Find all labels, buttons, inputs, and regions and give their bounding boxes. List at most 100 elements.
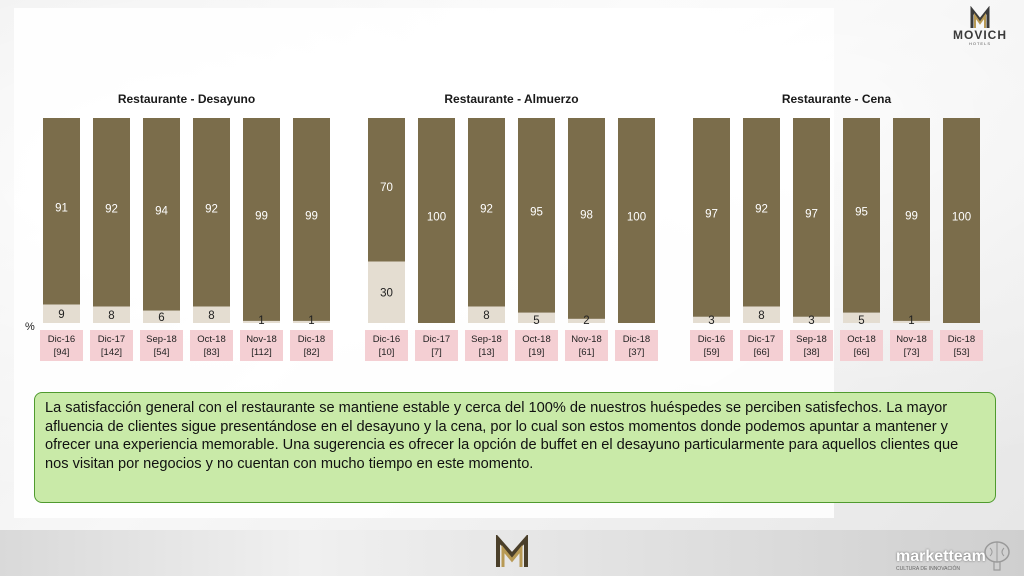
data-label-satisfied: 92 bbox=[480, 204, 493, 216]
category-box bbox=[190, 330, 233, 361]
sample-size-label: [73] bbox=[904, 347, 920, 358]
bar-satisfied bbox=[943, 118, 980, 323]
category-box bbox=[240, 330, 283, 361]
summary-text: La satisfacción general con el restauran… bbox=[45, 400, 959, 472]
data-label-dissatisfied: 5 bbox=[858, 315, 864, 327]
sample-size-label: [37] bbox=[629, 347, 645, 358]
data-label-satisfied: 100 bbox=[427, 211, 446, 223]
category-label: Sep-18 bbox=[796, 334, 827, 345]
data-label-dissatisfied: 30 bbox=[380, 287, 393, 299]
data-label-dissatisfied: 8 bbox=[108, 310, 114, 322]
sample-size-label: [19] bbox=[529, 347, 545, 358]
marketteam-tagline: CULTURA DE INNOVACIÓN bbox=[896, 566, 960, 572]
sample-size-label: [61] bbox=[579, 347, 595, 358]
bar-satisfied bbox=[468, 118, 505, 307]
bar-satisfied bbox=[93, 118, 130, 307]
sample-size-label: [7] bbox=[431, 347, 442, 358]
category-box bbox=[840, 330, 883, 361]
category-label: Dic-18 bbox=[623, 334, 650, 345]
category-label: Oct-18 bbox=[847, 334, 876, 345]
bar-satisfied bbox=[568, 118, 605, 319]
category-label: Oct-18 bbox=[522, 334, 551, 345]
data-label-satisfied: 92 bbox=[105, 204, 118, 216]
data-label-dissatisfied: 3 bbox=[808, 315, 814, 327]
data-label-satisfied: 70 bbox=[380, 182, 393, 194]
category-label: Sep-18 bbox=[471, 334, 502, 345]
stacked-bar-charts: Restaurante - Desayuno 91 9 Dic-16 [94] 92 8 Di… bbox=[25, 92, 983, 361]
marketteam-name: marketteam bbox=[896, 548, 986, 565]
category-box bbox=[690, 330, 733, 361]
bar-dissatisfied bbox=[368, 261, 405, 323]
sample-size-label: [82] bbox=[304, 347, 320, 358]
sample-size-label: [38] bbox=[804, 347, 820, 358]
movich-logo: MOVICH HOTELS bbox=[944, 5, 1016, 50]
bar-dissatisfied bbox=[693, 316, 730, 323]
bar-satisfied bbox=[693, 118, 730, 317]
data-label-satisfied: 99 bbox=[905, 210, 918, 222]
bar-satisfied bbox=[518, 118, 555, 313]
data-label-dissatisfied: 3 bbox=[708, 315, 714, 327]
data-label-satisfied: 99 bbox=[255, 210, 268, 222]
category-box bbox=[515, 330, 558, 361]
brain-icon bbox=[982, 538, 1012, 572]
category-label: Dic-16 bbox=[698, 334, 725, 345]
bar-satisfied bbox=[143, 118, 180, 311]
data-label-satisfied: 97 bbox=[805, 208, 818, 220]
data-label-dissatisfied: 1 bbox=[308, 315, 314, 327]
chart-title: Restaurante - Desayuno bbox=[118, 92, 255, 106]
category-box bbox=[465, 330, 508, 361]
data-label-satisfied: 97 bbox=[705, 208, 718, 220]
bar-dissatisfied bbox=[193, 306, 230, 323]
data-label-dissatisfied: 5 bbox=[533, 315, 539, 327]
sample-size-label: [112] bbox=[251, 347, 271, 358]
data-label-dissatisfied: 6 bbox=[158, 312, 164, 324]
bar-satisfied bbox=[618, 118, 655, 323]
bar-satisfied bbox=[43, 118, 80, 305]
category-box bbox=[940, 330, 983, 361]
data-label-dissatisfied: 1 bbox=[908, 315, 914, 327]
data-label-dissatisfied: 9 bbox=[58, 309, 64, 321]
category-label: Nov-18 bbox=[571, 334, 602, 345]
data-label-satisfied: 95 bbox=[855, 206, 868, 218]
bar-satisfied bbox=[243, 118, 280, 321]
category-label: Dic-18 bbox=[298, 334, 325, 345]
category-label: Dic-17 bbox=[423, 334, 450, 345]
data-label-satisfied: 100 bbox=[627, 211, 646, 223]
sample-size-label: [66] bbox=[754, 347, 770, 358]
category-box bbox=[415, 330, 458, 361]
bar-dissatisfied bbox=[93, 306, 130, 323]
sample-size-label: [53] bbox=[954, 347, 970, 358]
sample-size-label: [83] bbox=[204, 347, 220, 358]
category-label: Dic-18 bbox=[948, 334, 975, 345]
bar-dissatisfied bbox=[518, 312, 555, 323]
bar-dissatisfied bbox=[793, 316, 830, 323]
bar-dissatisfied bbox=[243, 320, 280, 323]
percent-axis-label: % bbox=[25, 321, 35, 333]
category-box bbox=[40, 330, 83, 361]
category-label: Dic-16 bbox=[48, 334, 75, 345]
data-label-satisfied: 91 bbox=[55, 203, 68, 215]
data-label-satisfied: 100 bbox=[952, 211, 971, 223]
bar-satisfied bbox=[193, 118, 230, 307]
sample-size-label: [54] bbox=[154, 347, 170, 358]
category-label: Nov-18 bbox=[896, 334, 927, 345]
bar-dissatisfied bbox=[468, 306, 505, 323]
category-label: Oct-18 bbox=[197, 334, 226, 345]
category-label: Dic-17 bbox=[98, 334, 125, 345]
category-box bbox=[565, 330, 608, 361]
category-label: Dic-17 bbox=[748, 334, 775, 345]
bar-dissatisfied bbox=[743, 306, 780, 323]
category-box bbox=[90, 330, 133, 361]
data-label-satisfied: 92 bbox=[755, 204, 768, 216]
category-label: Dic-16 bbox=[373, 334, 400, 345]
data-label-dissatisfied: 1 bbox=[258, 315, 264, 327]
sample-size-label: [142] bbox=[101, 347, 122, 358]
sample-size-label: [94] bbox=[54, 347, 70, 358]
chart-title: Restaurante - Almuerzo bbox=[444, 92, 578, 106]
bar-satisfied bbox=[418, 118, 455, 323]
bar-dissatisfied bbox=[893, 320, 930, 323]
movich-footer-logo bbox=[492, 533, 532, 571]
sample-size-label: [10] bbox=[379, 347, 395, 358]
data-label-dissatisfied: 8 bbox=[483, 310, 489, 322]
category-box bbox=[890, 330, 933, 361]
